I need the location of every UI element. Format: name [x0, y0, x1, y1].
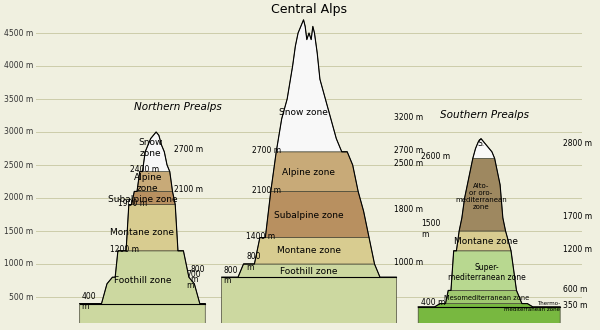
- Text: 2700 m: 2700 m: [394, 146, 423, 155]
- Text: Mesomediterranean zone: Mesomediterranean zone: [444, 295, 529, 301]
- Text: 700
m: 700 m: [186, 270, 201, 289]
- Text: 1500
m: 1500 m: [421, 219, 440, 239]
- Polygon shape: [418, 304, 560, 330]
- Text: 2700 m: 2700 m: [251, 146, 281, 155]
- Text: 1500 m: 1500 m: [4, 226, 33, 236]
- Text: Thermo-
mediterranean zone: Thermo- mediterranean zone: [504, 301, 560, 312]
- Text: 1000 m: 1000 m: [4, 259, 33, 269]
- Polygon shape: [459, 158, 506, 231]
- Text: 3200 m: 3200 m: [394, 113, 423, 122]
- Polygon shape: [276, 20, 347, 152]
- Text: 2100 m: 2100 m: [173, 185, 203, 194]
- Polygon shape: [448, 251, 517, 290]
- Text: 800
m: 800 m: [191, 265, 205, 284]
- Text: Subalpine zone: Subalpine zone: [107, 195, 177, 205]
- Polygon shape: [244, 238, 374, 264]
- Polygon shape: [80, 251, 205, 330]
- Text: 1900 m: 1900 m: [118, 199, 147, 208]
- Polygon shape: [473, 139, 494, 158]
- Text: Central Alps: Central Alps: [271, 3, 347, 16]
- Text: 400 m: 400 m: [421, 298, 445, 307]
- Text: S.: S.: [478, 139, 485, 148]
- Text: 600 m: 600 m: [563, 284, 587, 294]
- Text: 2500 m: 2500 m: [394, 159, 423, 168]
- Text: 2100 m: 2100 m: [251, 185, 281, 195]
- Text: Subalpine zone: Subalpine zone: [274, 211, 344, 220]
- Text: Montane zone: Montane zone: [454, 237, 518, 246]
- Text: Alto-
or oro-
mediterranean
zone: Alto- or oro- mediterranean zone: [455, 182, 507, 210]
- Text: Foothill zone: Foothill zone: [114, 276, 171, 285]
- Text: 1000 m: 1000 m: [394, 258, 423, 267]
- Text: 1800 m: 1800 m: [394, 205, 422, 214]
- Text: Snow zone: Snow zone: [279, 108, 328, 117]
- Text: Montane zone: Montane zone: [277, 246, 341, 255]
- Text: Foothill zone: Foothill zone: [280, 267, 338, 277]
- Text: 1200 m: 1200 m: [563, 245, 592, 254]
- Polygon shape: [134, 172, 173, 191]
- Text: Alpine
zone: Alpine zone: [134, 173, 162, 192]
- Polygon shape: [454, 231, 511, 251]
- Text: 2700 m: 2700 m: [173, 145, 203, 154]
- Polygon shape: [118, 205, 184, 251]
- Text: Southern Prealps: Southern Prealps: [440, 111, 529, 120]
- Text: 3000 m: 3000 m: [4, 127, 33, 137]
- Text: 500 m: 500 m: [9, 292, 33, 302]
- Polygon shape: [129, 191, 175, 205]
- Polygon shape: [271, 152, 358, 191]
- Polygon shape: [140, 132, 170, 172]
- Text: 2500 m: 2500 m: [4, 160, 33, 170]
- Text: 2600 m: 2600 m: [421, 152, 450, 161]
- Text: 400
m: 400 m: [82, 292, 96, 311]
- Polygon shape: [221, 264, 397, 330]
- Text: 1200 m: 1200 m: [110, 245, 139, 254]
- Text: 2800 m: 2800 m: [563, 139, 592, 148]
- Text: Super-
mediterranean zone: Super- mediterranean zone: [448, 263, 526, 282]
- Text: 800
m: 800 m: [246, 252, 261, 272]
- Polygon shape: [440, 290, 527, 304]
- Text: 1400 m: 1400 m: [246, 232, 275, 241]
- Polygon shape: [260, 191, 369, 238]
- Text: Montane zone: Montane zone: [110, 228, 175, 237]
- Text: 4500 m: 4500 m: [4, 28, 33, 38]
- Text: 3500 m: 3500 m: [4, 94, 33, 104]
- Text: 800
m: 800 m: [223, 266, 238, 285]
- Text: Northern Prealps: Northern Prealps: [134, 102, 222, 112]
- Text: 2000 m: 2000 m: [4, 193, 33, 203]
- Text: Snow
zone: Snow zone: [139, 138, 163, 157]
- Text: 350 m: 350 m: [563, 301, 587, 310]
- Text: 4000 m: 4000 m: [4, 61, 33, 71]
- Text: 2400 m: 2400 m: [130, 165, 159, 174]
- Text: Alpine zone: Alpine zone: [283, 168, 335, 178]
- Text: 1700 m: 1700 m: [563, 212, 592, 221]
